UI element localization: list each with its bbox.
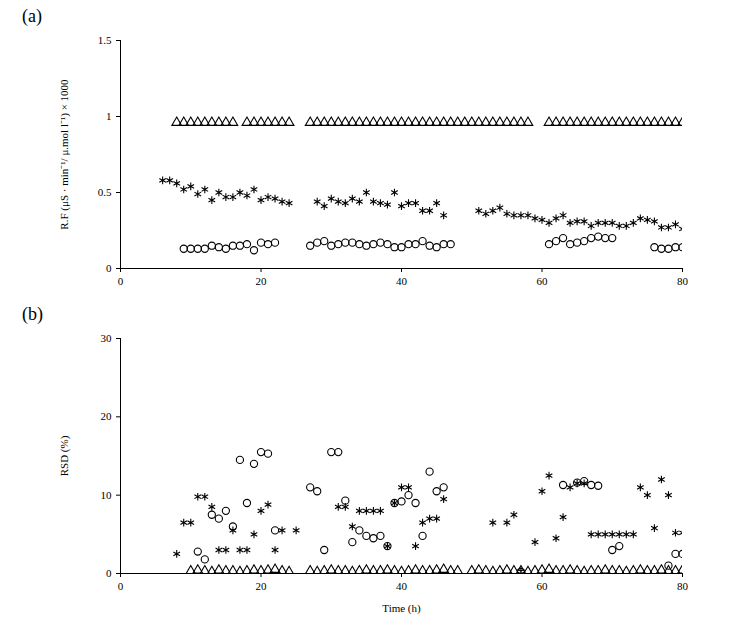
svg-text:60: 60 [537, 580, 549, 592]
svg-text:80: 80 [677, 580, 689, 592]
svg-text:Time (h): Time (h) [382, 602, 421, 615]
svg-text:0: 0 [118, 580, 124, 592]
svg-text:30: 30 [101, 332, 113, 344]
svg-text:60: 60 [537, 275, 549, 287]
svg-text:40: 40 [396, 580, 408, 592]
svg-text:R.F (μS · min⁻¹/ μ.mol l⁻¹) ×: R.F (μS · min⁻¹/ μ.mol l⁻¹) × 1000 [58, 79, 71, 230]
svg-text:0.5: 0.5 [98, 186, 112, 198]
svg-text:1.5: 1.5 [98, 34, 112, 46]
svg-text:20: 20 [101, 410, 113, 422]
svg-text:20: 20 [256, 580, 268, 592]
svg-text:1: 1 [106, 110, 112, 122]
svg-text:80: 80 [677, 275, 689, 287]
svg-text:0: 0 [106, 262, 112, 274]
svg-text:20: 20 [256, 275, 268, 287]
svg-text:0: 0 [106, 567, 112, 579]
svg-text:10: 10 [101, 489, 113, 501]
svg-text:0: 0 [118, 275, 124, 287]
svg-text:40: 40 [396, 275, 408, 287]
svg-text:RSD (%): RSD (%) [58, 435, 71, 476]
html-text:(b): (b) [22, 304, 43, 324]
html-text:(a): (a) [22, 6, 42, 26]
